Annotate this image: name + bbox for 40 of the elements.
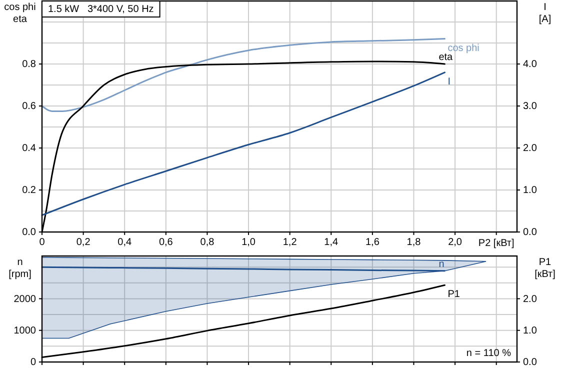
- y2-axis-title: I [A]: [538, 2, 552, 25]
- y-axis-title: n [rpm]: [8, 257, 32, 280]
- y2-tick-label: 3.0: [523, 101, 538, 112]
- y2-tick-label: 2.0: [523, 143, 538, 154]
- x-tick-label: 1,6: [365, 237, 380, 248]
- y-tick-label: 0: [30, 357, 36, 368]
- y2-tick-label: 2.0: [523, 294, 538, 305]
- series-label: cos phi: [448, 42, 480, 54]
- y-tick-label: 0.6: [22, 101, 36, 112]
- y-axis-title: cos phi eta: [4, 2, 36, 25]
- x-tick-label: 1,2: [282, 237, 298, 248]
- x-axis-title: P2 [кВт]: [478, 238, 514, 249]
- series-label: eta: [438, 52, 454, 63]
- y2-tick-label: 4.0: [523, 59, 538, 70]
- x-tick-label: 0,2: [76, 237, 91, 248]
- series-label: P1: [448, 289, 460, 300]
- y2-tick-label: 1.0: [523, 326, 538, 337]
- y2-tick-label: 1.0: [523, 185, 538, 196]
- x-tick-label: 1,4: [324, 237, 339, 248]
- x-tick-label: 0,4: [118, 237, 132, 248]
- chart-title: 1.5 kW 3*400 V, 50 Hz: [48, 4, 154, 15]
- y-tick-label: 0.0: [22, 227, 36, 238]
- y-tick-label: 0.2: [22, 185, 36, 196]
- y-tick-label: 0.8: [22, 59, 36, 70]
- y2-tick-label: 0.0: [523, 357, 538, 368]
- annotation: n = 110 %: [466, 348, 512, 359]
- x-tick-label: 1,8: [406, 237, 422, 248]
- y-tick-label: 1000: [14, 326, 36, 337]
- series-label: n: [438, 258, 444, 270]
- y-tick-label: 2000: [14, 294, 36, 305]
- y-tick-label: 0.4: [22, 143, 36, 154]
- x-tick-label: 2,0: [448, 237, 462, 248]
- x-tick-label: 0,6: [158, 237, 174, 248]
- line-series: [41, 72, 446, 216]
- y2-axis-title: P1 [кВт]: [534, 257, 556, 280]
- x-tick-label: 0: [39, 237, 46, 248]
- series-label: I: [448, 76, 450, 88]
- x-tick-label: 0,8: [200, 237, 215, 248]
- y2-tick-label: 0.0: [523, 227, 538, 238]
- x-tick-label: 1,0: [242, 237, 256, 248]
